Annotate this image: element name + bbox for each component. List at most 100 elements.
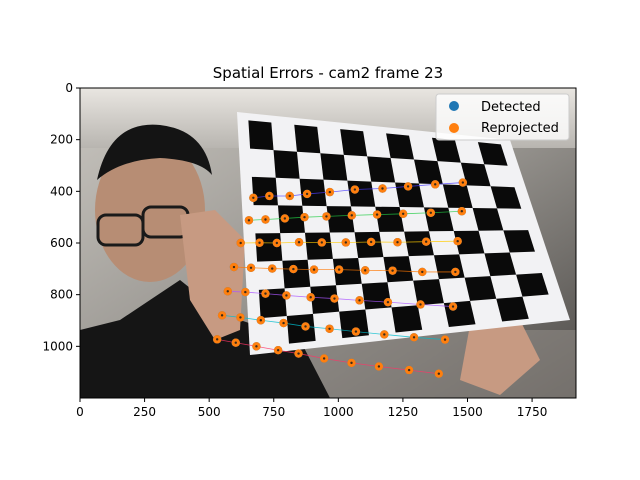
- y-tick-label: 1000: [42, 339, 73, 353]
- reprojected-point-center: [386, 300, 390, 304]
- reprojected-point-center: [303, 215, 306, 219]
- x-tick-label: 0: [76, 405, 84, 419]
- reprojected-point-center: [460, 210, 464, 213]
- x-tick-label: 1000: [323, 405, 354, 419]
- reprojected-point-center: [268, 194, 271, 198]
- reprojected-point-center: [255, 345, 258, 348]
- checker-square: [248, 120, 274, 151]
- checker-square: [484, 252, 517, 277]
- reprojected-point-center: [322, 357, 326, 360]
- reprojected-point-center: [249, 266, 253, 269]
- y-tick-label: 600: [50, 236, 73, 250]
- reprojected-point-center: [234, 341, 237, 344]
- legend-marker-reprojected: [449, 123, 459, 133]
- reprojected-point-center: [364, 269, 367, 272]
- checker-square: [414, 159, 443, 185]
- x-tick-label: 1750: [517, 405, 548, 419]
- corner-row-line: [248, 210, 462, 221]
- reprojected-point-center: [247, 219, 251, 222]
- checker-square: [443, 300, 476, 328]
- reprojected-point-center: [297, 352, 300, 355]
- corner-row-line: [217, 338, 439, 375]
- checker-square: [277, 205, 305, 234]
- reprojected-point-center: [451, 305, 455, 308]
- reprojected-point-center: [312, 268, 316, 271]
- checker-square: [442, 184, 473, 209]
- reprojected-point-center: [381, 187, 384, 190]
- reprojected-point-center: [258, 241, 261, 244]
- reprojected-point-center: [375, 213, 379, 216]
- reprojected-point-center: [244, 290, 247, 294]
- corner-row-line: [222, 314, 446, 341]
- reprojected-point-center: [271, 267, 274, 270]
- reprojected-point-center: [344, 241, 348, 244]
- reprojected-point-center: [401, 212, 405, 216]
- reprojected-point-center: [259, 319, 263, 322]
- legend: Detected Reprojected: [435, 93, 570, 141]
- reprojected-point-center: [285, 294, 288, 297]
- reprojected-point-center: [443, 338, 447, 341]
- reprojected-point-center: [396, 241, 399, 244]
- legend-label-reprojected: Reprojected: [481, 121, 559, 136]
- checker-square: [347, 180, 376, 207]
- checker-square: [460, 162, 491, 187]
- checker-square: [391, 305, 423, 333]
- corner-row-line: [240, 240, 458, 244]
- reprojected-point-center: [309, 296, 312, 299]
- checker-square: [304, 232, 333, 260]
- checker-square: [464, 276, 497, 301]
- reprojected-point-center: [369, 240, 373, 244]
- reprojected-point-center: [333, 297, 336, 300]
- reprojected-point-center: [358, 299, 361, 302]
- reprojected-point-center: [297, 241, 301, 244]
- checker-square: [332, 257, 362, 286]
- reprojected-point-center: [320, 241, 323, 244]
- checker-square: [516, 273, 549, 297]
- x-tick-label: 750: [262, 405, 285, 419]
- points-layer: [212, 178, 468, 378]
- checker-square: [294, 124, 321, 154]
- reprojected-point-center: [226, 290, 229, 293]
- reprojected-point-center: [337, 268, 341, 271]
- reprojected-point-center: [454, 270, 457, 274]
- reprojected-point-center: [232, 265, 236, 269]
- reprojected-point-center: [434, 183, 437, 186]
- checker-square: [326, 206, 355, 233]
- reprojected-point-center: [220, 314, 224, 317]
- checker-square: [286, 313, 316, 344]
- checker-square: [496, 296, 529, 322]
- reprojected-point-center: [264, 218, 267, 221]
- reprojected-point-center: [288, 194, 291, 198]
- reprojected-point-center: [429, 211, 433, 214]
- checker-square: [386, 133, 415, 160]
- reprojected-point-center: [305, 192, 309, 196]
- checker-square: [433, 254, 465, 280]
- reprojected-point-center: [377, 365, 381, 368]
- reprojected-point-center: [252, 196, 255, 199]
- checker-square: [273, 150, 300, 179]
- checker-square: [503, 230, 535, 253]
- checker-square: [340, 129, 368, 157]
- reprojected-point-center: [350, 214, 353, 217]
- reprojected-point-center: [239, 241, 242, 245]
- checkerboard: [237, 112, 570, 355]
- x-tick-label: 1500: [452, 405, 483, 419]
- reprojected-point-center: [437, 372, 441, 375]
- checker-square: [383, 256, 414, 283]
- checker-square: [320, 153, 348, 181]
- reprojected-point-center: [292, 267, 295, 271]
- checker-square: [395, 182, 424, 208]
- legend-box: [435, 93, 570, 141]
- checker-square: [367, 156, 396, 183]
- corner-row-line: [253, 182, 463, 199]
- y-tick-label: 400: [50, 184, 73, 198]
- reprojected-point-center: [419, 303, 422, 306]
- reprojected-point-center: [354, 330, 358, 333]
- reprojected-point-center: [406, 185, 410, 188]
- reprojected-point-center: [407, 368, 411, 372]
- checker-square: [375, 206, 405, 232]
- legend-label-detected: Detected: [481, 100, 541, 115]
- reprojected-point-center: [456, 239, 459, 243]
- checker-square: [453, 230, 485, 255]
